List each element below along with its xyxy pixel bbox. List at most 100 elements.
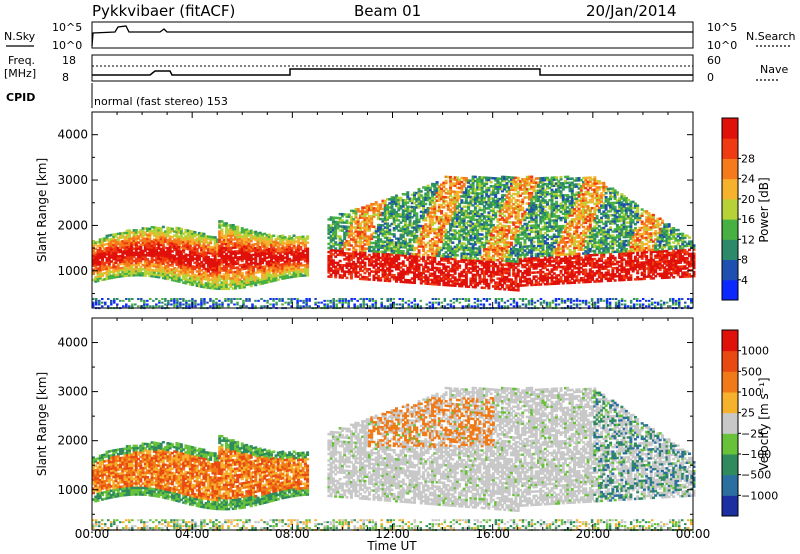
- range-gate-cell: [254, 236, 258, 240]
- range-gate-cell: [424, 225, 428, 228]
- range-gate-cell: [125, 264, 129, 267]
- range-gate-cell: [281, 248, 285, 252]
- range-gate-cell: [258, 256, 262, 259]
- range-gate-cell: [292, 263, 296, 266]
- range-gate-cell: [265, 256, 269, 260]
- range-gate-cell: [397, 223, 401, 226]
- range-gate-cell: [349, 252, 353, 255]
- range-gate-cell: [354, 207, 358, 211]
- range-gate-cell: [204, 271, 208, 275]
- range-gate-cell: [168, 239, 172, 242]
- range-gate-cell: [395, 214, 399, 218]
- range-gate-cell: [92, 260, 95, 263]
- range-gate-cell: [379, 213, 383, 217]
- range-gate-cell: [265, 248, 269, 251]
- range-gate-cell: [419, 214, 423, 218]
- range-gate-cell: [141, 241, 145, 244]
- range-gate-cell: [435, 189, 439, 192]
- range-gate-cell: [383, 207, 387, 211]
- range-gate-cell: [297, 270, 301, 274]
- range-gate-cell: [433, 240, 437, 243]
- range-gate-cell: [336, 243, 340, 246]
- range-gate-cell: [347, 227, 351, 231]
- range-gate-cell: [294, 262, 298, 266]
- range-gate-cell: [243, 230, 247, 234]
- range-gate-cell: [379, 205, 383, 209]
- range-gate-cell: [98, 248, 102, 252]
- range-gate-cell: [297, 254, 301, 257]
- range-gate-cell: [173, 269, 177, 272]
- range-gate-cell: [179, 266, 183, 270]
- range-gate-cell: [179, 268, 183, 272]
- range-gate-cell: [383, 214, 387, 217]
- range-gate-cell: [222, 236, 226, 240]
- range-gate-cell: [92, 239, 95, 243]
- range-gate-cell: [204, 269, 208, 273]
- range-gate-cell: [433, 203, 437, 206]
- range-gate-cell: [243, 263, 247, 266]
- range-gate-cell: [306, 259, 310, 263]
- range-gate-cell: [303, 243, 307, 247]
- range-gate-cell: [294, 275, 298, 278]
- range-gate-cell: [383, 232, 387, 235]
- range-gate-cell: [433, 197, 437, 200]
- range-gate-cell: [247, 254, 251, 258]
- range-gate-cell: [415, 267, 419, 270]
- range-gate-cell: [433, 229, 437, 233]
- range-gate-cell: [112, 263, 116, 267]
- range-gate-cell: [433, 256, 437, 259]
- range-gate-cell: [141, 253, 145, 257]
- range-gate-cell: [424, 223, 428, 226]
- range-gate-cell: [184, 257, 188, 260]
- range-gate-cell: [397, 264, 401, 267]
- range-gate-cell: [177, 239, 181, 243]
- range-gate-cell: [331, 249, 335, 252]
- range-gate-cell: [285, 260, 289, 263]
- range-gate-cell: [236, 225, 240, 229]
- range-gate-cell: [134, 273, 138, 277]
- range-gate-cell: [354, 254, 358, 258]
- range-gate-cell: [385, 246, 389, 250]
- range-gate-cell: [182, 248, 186, 252]
- range-gate-cell: [101, 245, 105, 249]
- range-gate-cell: [433, 283, 437, 286]
- range-gate-cell: [428, 245, 432, 249]
- range-gate-cell: [336, 220, 340, 224]
- range-gate-cell: [279, 273, 283, 277]
- range-gate-cell: [426, 270, 430, 273]
- range-gate-cell: [270, 243, 274, 246]
- range-gate-cell: [294, 246, 298, 249]
- range-gate-cell: [272, 240, 276, 244]
- range-gate-cell: [422, 231, 426, 234]
- range-gate-cell: [288, 243, 292, 246]
- range-gate-cell: [233, 256, 237, 259]
- range-gate-cell: [143, 233, 147, 236]
- range-gate-cell: [388, 267, 392, 270]
- range-gate-cell: [121, 252, 125, 255]
- range-gate-cell: [215, 254, 219, 258]
- range-gate-cell: [292, 238, 296, 242]
- range-gate-cell: [433, 280, 437, 284]
- range-gate-cell: [417, 228, 421, 232]
- range-gate-cell: [283, 272, 287, 276]
- range-gate-cell: [363, 253, 367, 256]
- range-gate-cell: [209, 252, 213, 255]
- range-gate-cell: [143, 274, 147, 277]
- range-gate-cell: [188, 262, 192, 266]
- range-gate-cell: [363, 212, 367, 216]
- range-gate-cell: [352, 238, 356, 241]
- range-gate-cell: [112, 245, 116, 249]
- range-gate-cell: [213, 256, 217, 260]
- range-gate-cell: [428, 196, 432, 200]
- range-gate-cell: [358, 216, 362, 219]
- range-gate-cell: [231, 266, 235, 270]
- range-gate-cell: [363, 224, 367, 228]
- range-gate-cell: [238, 251, 242, 255]
- range-gate-cell: [191, 242, 195, 246]
- range-gate-cell: [224, 240, 228, 244]
- range-gate-cell: [137, 257, 141, 261]
- range-gate-cell: [265, 277, 269, 280]
- range-gate-cell: [433, 182, 437, 186]
- range-gate-cell: [213, 285, 217, 288]
- nsky-trace: [91, 25, 693, 47]
